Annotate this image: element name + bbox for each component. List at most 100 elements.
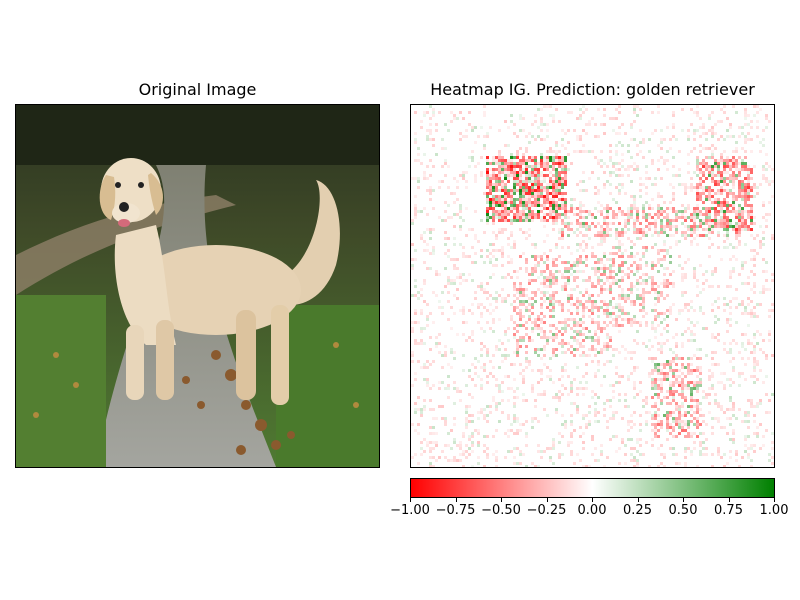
heatmap-cell [735,111,738,114]
heatmap-cell [531,339,534,342]
heatmap-cell [729,162,732,165]
heatmap-cell [492,243,495,246]
heatmap-cell [591,453,594,456]
heatmap-cell [624,348,627,351]
heatmap-cell [414,342,417,345]
heatmap-cell [744,348,747,351]
heatmap-cell [591,117,594,120]
heatmap-cell [732,156,735,159]
heatmap-cell [651,309,654,312]
heatmap-cell [546,258,549,261]
heatmap-cell [510,153,513,156]
heatmap-cell [597,420,600,423]
heatmap-cell [729,126,732,129]
heatmap-cell [660,222,663,225]
heatmap-cell [483,345,486,348]
heatmap-cell [561,261,564,264]
heatmap-cell [717,381,720,384]
heatmap-cell [552,192,555,195]
heatmap-cell [414,210,417,213]
heatmap-cell [618,351,621,354]
heatmap-cell [633,198,636,201]
heatmap-cell [618,210,621,213]
heatmap-cell [594,135,597,138]
heatmap-cell [522,207,525,210]
colorbar-tick-label: −1.00 [390,503,430,518]
heatmap-cell [444,219,447,222]
heatmap-cell [537,189,540,192]
heatmap-cell [753,351,756,354]
heatmap-cell [603,345,606,348]
heatmap-cell [510,198,513,201]
heatmap-cell [768,309,771,312]
heatmap-cell [753,105,756,108]
heatmap-cell [558,192,561,195]
heatmap-cell [696,192,699,195]
heatmap-cell [522,168,525,171]
heatmap-cell [552,315,555,318]
heatmap-cell [768,120,771,123]
heatmap-cell [750,270,753,273]
heatmap-cell [603,228,606,231]
heatmap-cell [582,225,585,228]
heatmap-cell [483,288,486,291]
heatmap-cell [615,372,618,375]
heatmap-cell [726,201,729,204]
heatmap-cell [702,162,705,165]
heatmap-cell [624,132,627,135]
heatmap-cell [771,441,774,444]
heatmap-cell [771,393,774,396]
heatmap-cell [618,294,621,297]
heatmap-cell [732,414,735,417]
heatmap-cell [534,405,537,408]
heatmap-cell [441,366,444,369]
heatmap-cell [522,186,525,189]
heatmap-cell [744,243,747,246]
heatmap-cell [768,180,771,183]
heatmap-cell [534,279,537,282]
heatmap-cell [768,201,771,204]
heatmap-cell [519,363,522,366]
heatmap-cell [648,375,651,378]
heatmap-cell [585,465,588,467]
heatmap-cell [537,201,540,204]
heatmap-cell [663,318,666,321]
heatmap-cell [603,267,606,270]
heatmap-cell [744,168,747,171]
heatmap-cell [579,225,582,228]
heatmap-cell [606,213,609,216]
heatmap-cell [513,402,516,405]
heatmap-cell [558,456,561,459]
heatmap-cell [699,441,702,444]
heatmap-cell [471,159,474,162]
heatmap-cell [561,177,564,180]
heatmap-cell [537,204,540,207]
heatmap-cell [612,318,615,321]
heatmap-cell [756,342,759,345]
heatmap-cell [540,255,543,258]
heatmap-cell [483,114,486,117]
heatmap-cell [504,177,507,180]
heatmap-cell [477,285,480,288]
heatmap-cell [672,111,675,114]
heatmap-cell [597,258,600,261]
heatmap-cell [567,111,570,114]
heatmap-cell [615,315,618,318]
heatmap-cell [468,393,471,396]
heatmap-cell [453,459,456,462]
heatmap-cell [732,381,735,384]
heatmap-cell [624,222,627,225]
heatmap-cell [501,168,504,171]
heatmap-cell [666,438,669,441]
heatmap-cell [657,435,660,438]
heatmap-cell [723,162,726,165]
heatmap-cell [633,396,636,399]
heatmap-cell [738,168,741,171]
heatmap-cell [570,204,573,207]
heatmap-cell [594,408,597,411]
heatmap-cell [450,447,453,450]
heatmap-cell [729,210,732,213]
heatmap-cell [543,285,546,288]
heatmap-cell [558,177,561,180]
heatmap-cell [708,195,711,198]
